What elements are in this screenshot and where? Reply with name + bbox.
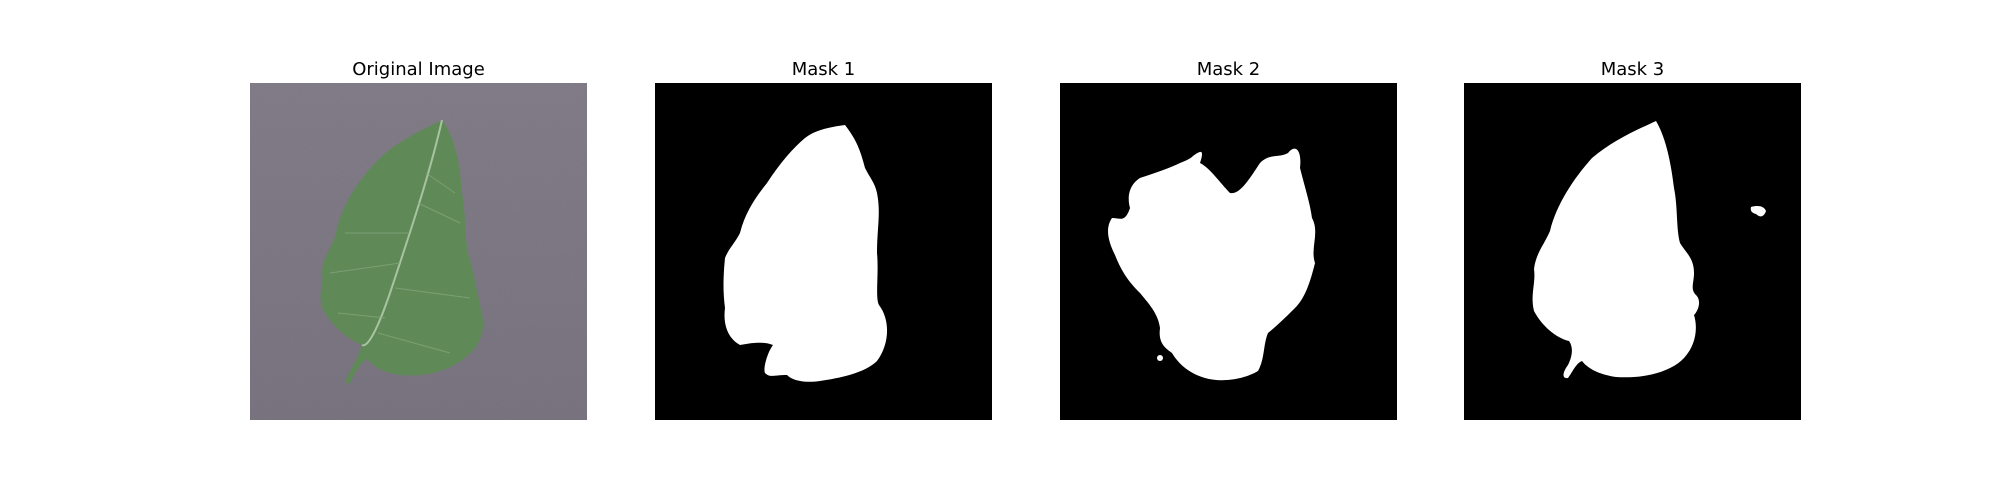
panel-original: Original Image: [250, 56, 587, 420]
mask-3-image: [1464, 83, 1801, 420]
panel-title: Mask 1: [791, 59, 856, 80]
panel-title: Original Image: [352, 59, 485, 80]
panel-title: Mask 2: [1196, 59, 1261, 80]
original-leaf-photo: [250, 83, 587, 420]
panel-mask-2: Mask 2: [1060, 56, 1397, 420]
mask-1-image: [655, 83, 992, 420]
panel-title: Mask 3: [1600, 59, 1665, 80]
panel-mask-1: Mask 1: [655, 56, 992, 420]
panel-mask-3: Mask 3: [1464, 56, 1801, 420]
mask-2-image: [1060, 83, 1397, 420]
